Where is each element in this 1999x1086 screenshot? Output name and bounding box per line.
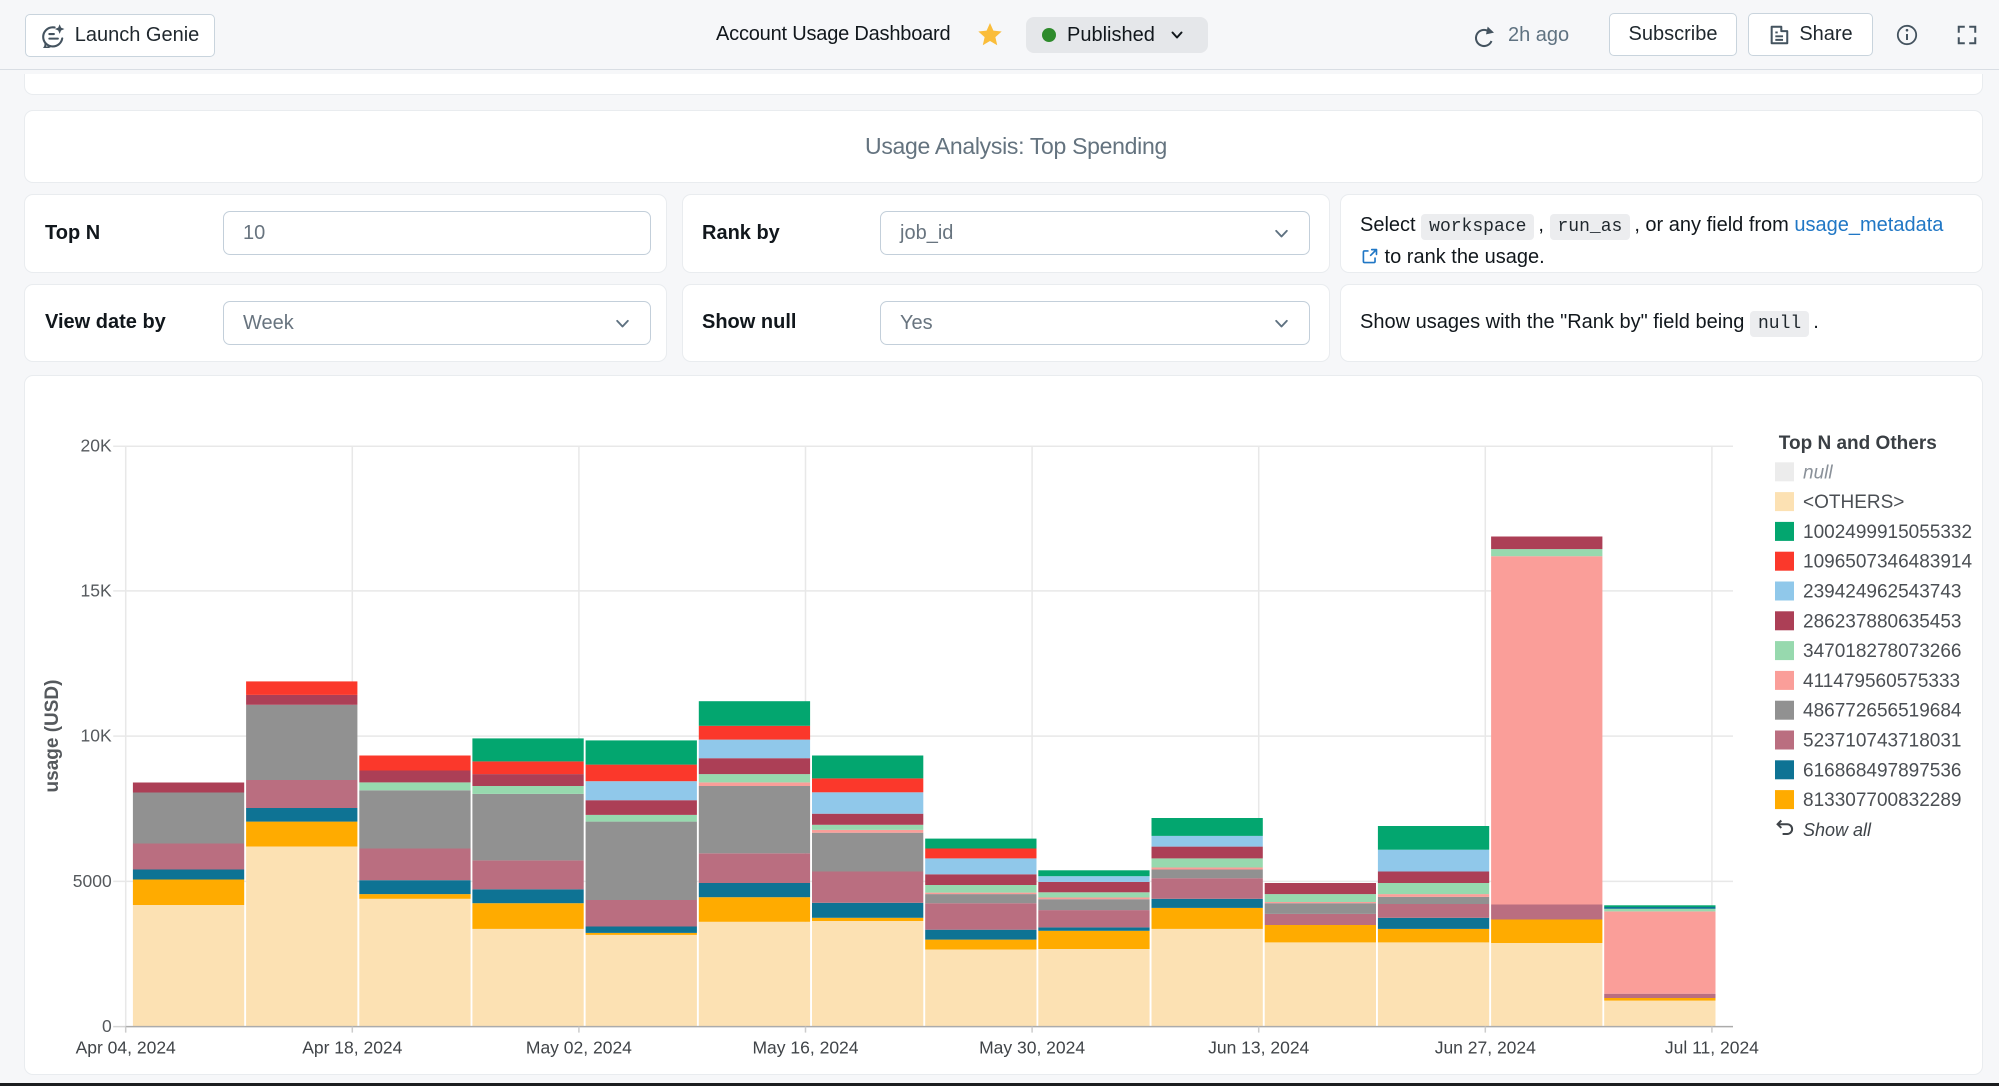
svg-text:Jun 27, 2024: Jun 27, 2024	[1435, 1038, 1536, 1058]
svg-text:286237880635453: 286237880635453	[1803, 611, 1962, 632]
svg-text:Apr 04, 2024: Apr 04, 2024	[76, 1038, 176, 1058]
svg-text:523710743718031: 523710743718031	[1803, 731, 1962, 752]
svg-text:usage (USD): usage (USD)	[42, 680, 63, 793]
svg-text:Show all: Show all	[1803, 820, 1872, 840]
svg-text:null: null	[1803, 462, 1833, 483]
svg-text:20K: 20K	[81, 436, 112, 456]
svg-text:411479560575333: 411479560575333	[1803, 671, 1960, 692]
svg-text:1002499915055332: 1002499915055332	[1803, 522, 1972, 543]
svg-text:Apr 18, 2024: Apr 18, 2024	[302, 1038, 402, 1058]
svg-text:0: 0	[102, 1016, 112, 1036]
svg-text:486772656519684: 486772656519684	[1803, 701, 1962, 722]
svg-text:Jun 13, 2024: Jun 13, 2024	[1208, 1038, 1309, 1058]
svg-text:May 16, 2024: May 16, 2024	[752, 1038, 858, 1058]
svg-text:Top N and Others: Top N and Others	[1779, 433, 1937, 454]
svg-text:239424962543743: 239424962543743	[1803, 582, 1962, 603]
svg-text:15K: 15K	[81, 580, 112, 600]
svg-text:616868497897536: 616868497897536	[1803, 760, 1962, 781]
svg-text:1096507346483914: 1096507346483914	[1803, 552, 1973, 573]
svg-text:May 02, 2024: May 02, 2024	[526, 1038, 632, 1058]
svg-text:10K: 10K	[81, 726, 112, 746]
svg-text:347018278073266: 347018278073266	[1803, 641, 1962, 662]
svg-text:May 30, 2024: May 30, 2024	[979, 1038, 1085, 1058]
svg-text:813307700832289: 813307700832289	[1803, 790, 1962, 811]
svg-text:<OTHERS>: <OTHERS>	[1803, 492, 1904, 513]
svg-text:5000: 5000	[73, 871, 112, 891]
svg-text:Jul 11, 2024: Jul 11, 2024	[1665, 1038, 1759, 1058]
